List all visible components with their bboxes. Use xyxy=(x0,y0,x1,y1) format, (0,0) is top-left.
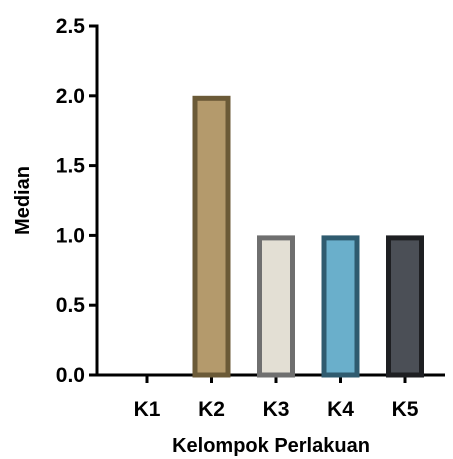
y-tick-label: 2.5 xyxy=(56,15,86,38)
bar-k2 xyxy=(192,95,231,378)
y-axis-title: Median xyxy=(12,166,34,235)
x-axis: K1 K2 K3 K4 K5 xyxy=(95,373,445,421)
bars xyxy=(192,95,424,378)
y-tick-label: 2.0 xyxy=(56,85,85,108)
y-tick-label: 0.5 xyxy=(56,294,86,317)
y-axis: 0.0 0.5 1.0 1.5 2.0 2.5 xyxy=(56,15,99,387)
y-tick-label: 0.0 xyxy=(56,364,85,387)
x-tick-label: K1 xyxy=(134,398,161,421)
bar-k5 xyxy=(386,235,424,378)
y-tick-label: 1.0 xyxy=(56,224,85,247)
x-tick-label: K5 xyxy=(392,398,419,421)
y-tick-label: 1.5 xyxy=(56,155,86,178)
x-axis-title: Kelompok Perlakuan xyxy=(172,435,370,457)
x-tick-label: K2 xyxy=(198,398,225,421)
x-tick-label: K4 xyxy=(327,398,354,421)
bar-k4 xyxy=(321,235,360,378)
x-tick-label: K3 xyxy=(263,398,290,421)
bar-k3 xyxy=(257,235,295,378)
